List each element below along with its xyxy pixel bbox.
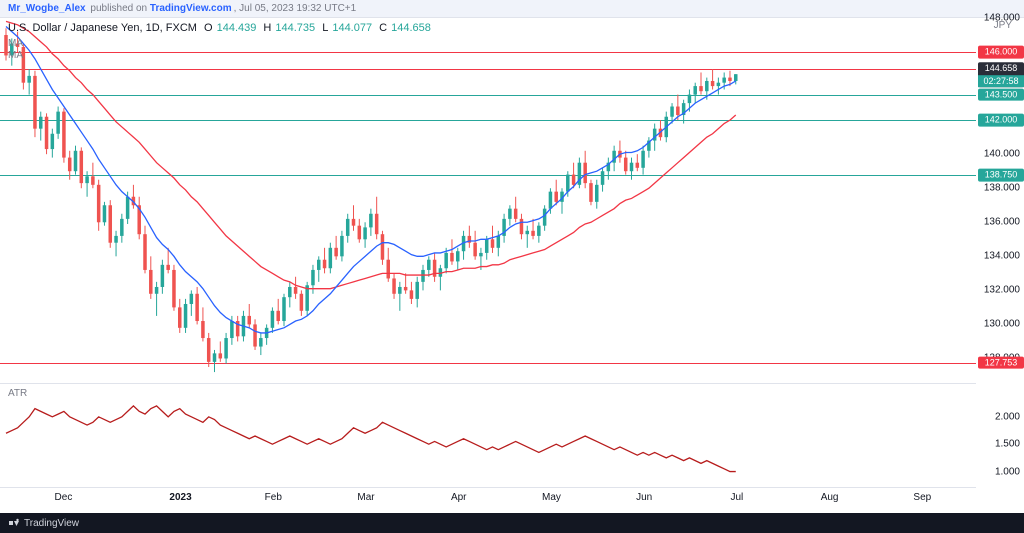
footer-brand: TradingView: [24, 518, 79, 529]
atr-axis[interactable]: 1.000 1.500 2.000: [976, 384, 1024, 488]
level-tag: 127.753: [978, 356, 1024, 369]
ohlc-values: O144.439 H144.735 L144.077 C144.658: [200, 22, 431, 34]
tradingview-icon: [8, 517, 20, 529]
atr-ytick: 1.500: [995, 439, 1020, 450]
indicator-atr[interactable]: ATR: [8, 388, 27, 399]
level-tag: 143.500: [978, 88, 1024, 101]
time-label: Feb: [265, 492, 282, 503]
time-label: Mar: [357, 492, 374, 503]
chart-area: U.S. Dollar / Japanese Yen, 1D, FXCM O14…: [0, 18, 1024, 533]
symbol-header[interactable]: U.S. Dollar / Japanese Yen, 1D, FXCM O14…: [8, 22, 431, 34]
atr-line: [0, 384, 976, 487]
ytick: 130.000: [984, 319, 1020, 330]
time-label: Jun: [636, 492, 652, 503]
atr-ytick: 2.000: [995, 411, 1020, 422]
level-tag: 146.000: [978, 46, 1024, 59]
timeframe: 1D: [146, 22, 160, 34]
indicator-ma-1[interactable]: MA: [8, 38, 23, 49]
ytick: 132.000: [984, 285, 1020, 296]
symbol-name: U.S. Dollar / Japanese Yen: [8, 22, 139, 34]
level-tag: 138.750: [978, 169, 1024, 182]
level-tag: 142.000: [978, 114, 1024, 127]
quote-currency: JPY: [994, 20, 1012, 31]
atr-ytick: 1.000: [995, 466, 1020, 477]
broker: FXCM: [166, 22, 197, 34]
time-label: 2023: [169, 492, 191, 503]
price-panel[interactable]: [0, 18, 976, 384]
publish-bar: Mr_Wogbe_Alex published on TradingView.c…: [0, 0, 1024, 18]
ytick: 138.000: [984, 183, 1020, 194]
time-label: Sep: [913, 492, 931, 503]
footer-bar: TradingView: [0, 513, 1024, 533]
price-axis[interactable]: 128.000130.000132.000134.000136.000138.0…: [976, 18, 1024, 384]
time-label: Aug: [821, 492, 839, 503]
ytick: 140.000: [984, 149, 1020, 160]
indicator-ma-2[interactable]: MA: [8, 50, 23, 61]
candlestick-series: [0, 18, 976, 383]
ytick: 136.000: [984, 217, 1020, 228]
site-link[interactable]: TradingView.com: [150, 3, 232, 14]
atr-panel[interactable]: ATR: [0, 384, 976, 488]
time-label: May: [542, 492, 561, 503]
time-label: Jul: [730, 492, 743, 503]
time-label: Apr: [451, 492, 467, 503]
author-link[interactable]: Mr_Wogbe_Alex: [8, 3, 86, 14]
ytick: 134.000: [984, 251, 1020, 262]
time-axis[interactable]: Dec 2023 Feb Mar Apr May Jun Jul Aug Sep: [0, 488, 976, 512]
last-price-tag: 144.65802:27:58: [978, 62, 1024, 88]
time-label: Dec: [55, 492, 73, 503]
